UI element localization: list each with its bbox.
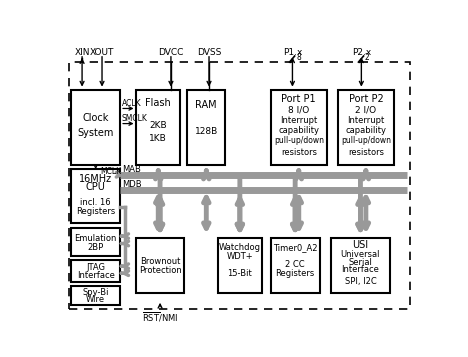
Text: 2: 2	[365, 53, 370, 62]
Text: Watchdog: Watchdog	[219, 243, 261, 252]
Text: 2 CC: 2 CC	[285, 260, 305, 269]
Text: resistors: resistors	[281, 148, 317, 157]
Text: Registers: Registers	[76, 207, 115, 216]
Text: Universal: Universal	[341, 250, 380, 259]
Text: Protection: Protection	[139, 266, 182, 276]
Text: Serial: Serial	[349, 258, 373, 267]
Text: CPU: CPU	[86, 182, 106, 192]
Text: 2 I/O: 2 I/O	[355, 105, 376, 115]
Bar	[71, 228, 120, 256]
Text: Interface: Interface	[77, 271, 115, 280]
Text: DVSS: DVSS	[197, 48, 221, 57]
Text: MCLK: MCLK	[100, 167, 121, 176]
Text: P2.x: P2.x	[352, 48, 371, 57]
Text: Flash: Flash	[146, 98, 171, 108]
Text: Registers: Registers	[276, 269, 315, 278]
Text: capability: capability	[278, 126, 319, 135]
Text: MDB: MDB	[122, 180, 142, 189]
Text: 8 I/O: 8 I/O	[288, 105, 309, 115]
Text: 8: 8	[296, 53, 301, 62]
Text: incl. 16: incl. 16	[80, 198, 111, 207]
Bar	[71, 286, 120, 305]
Text: 1KB: 1KB	[149, 134, 167, 143]
Text: Wire: Wire	[86, 295, 105, 304]
Text: capability: capability	[345, 126, 387, 135]
Text: XIN: XIN	[74, 48, 90, 57]
Text: WDT+: WDT+	[227, 252, 253, 261]
Bar	[137, 90, 180, 165]
Text: Spy-Bi: Spy-Bi	[82, 288, 109, 297]
Text: Interface: Interface	[342, 265, 380, 275]
Bar	[271, 90, 327, 165]
Text: $\overline{\rm RST}$/NMI: $\overline{\rm RST}$/NMI	[142, 311, 178, 324]
Text: Brownout: Brownout	[140, 257, 180, 266]
Text: 15-Bit: 15-Bit	[227, 269, 252, 278]
Text: RAM: RAM	[196, 100, 217, 110]
Text: System: System	[78, 129, 114, 139]
Text: 2BP: 2BP	[88, 243, 104, 252]
Text: 2KB: 2KB	[149, 121, 167, 130]
Bar	[218, 238, 262, 293]
Text: ACLK: ACLK	[122, 99, 142, 108]
Text: Interrupt: Interrupt	[280, 116, 317, 125]
Text: resistors: resistors	[348, 148, 384, 157]
Bar	[71, 260, 120, 282]
Text: 128B: 128B	[195, 127, 218, 136]
Bar	[71, 169, 120, 223]
Text: Port P1: Port P1	[281, 94, 316, 104]
Text: pull-up/down: pull-up/down	[341, 136, 391, 145]
Text: pull-up/down: pull-up/down	[274, 136, 324, 145]
Bar	[71, 90, 120, 165]
Text: Port P2: Port P2	[349, 94, 383, 104]
Text: DVCC: DVCC	[158, 48, 183, 57]
Bar	[338, 90, 394, 165]
Text: Emulation: Emulation	[74, 233, 117, 242]
Text: Clock: Clock	[82, 113, 109, 123]
Text: SMCLK: SMCLK	[122, 114, 148, 123]
Text: 16MHz: 16MHz	[79, 174, 112, 184]
Bar	[187, 90, 226, 165]
Bar	[137, 238, 183, 293]
Text: Interrupt: Interrupt	[347, 116, 385, 125]
Bar	[271, 238, 320, 293]
Text: XOUT: XOUT	[90, 48, 114, 57]
Text: MAB: MAB	[122, 165, 141, 174]
Text: JTAG: JTAG	[86, 263, 105, 272]
Bar	[330, 238, 390, 293]
Text: USI: USI	[352, 240, 368, 250]
Text: Timer0_A2: Timer0_A2	[273, 243, 317, 252]
Text: P1.x: P1.x	[283, 48, 302, 57]
Text: SPI, I2C: SPI, I2C	[344, 277, 376, 287]
